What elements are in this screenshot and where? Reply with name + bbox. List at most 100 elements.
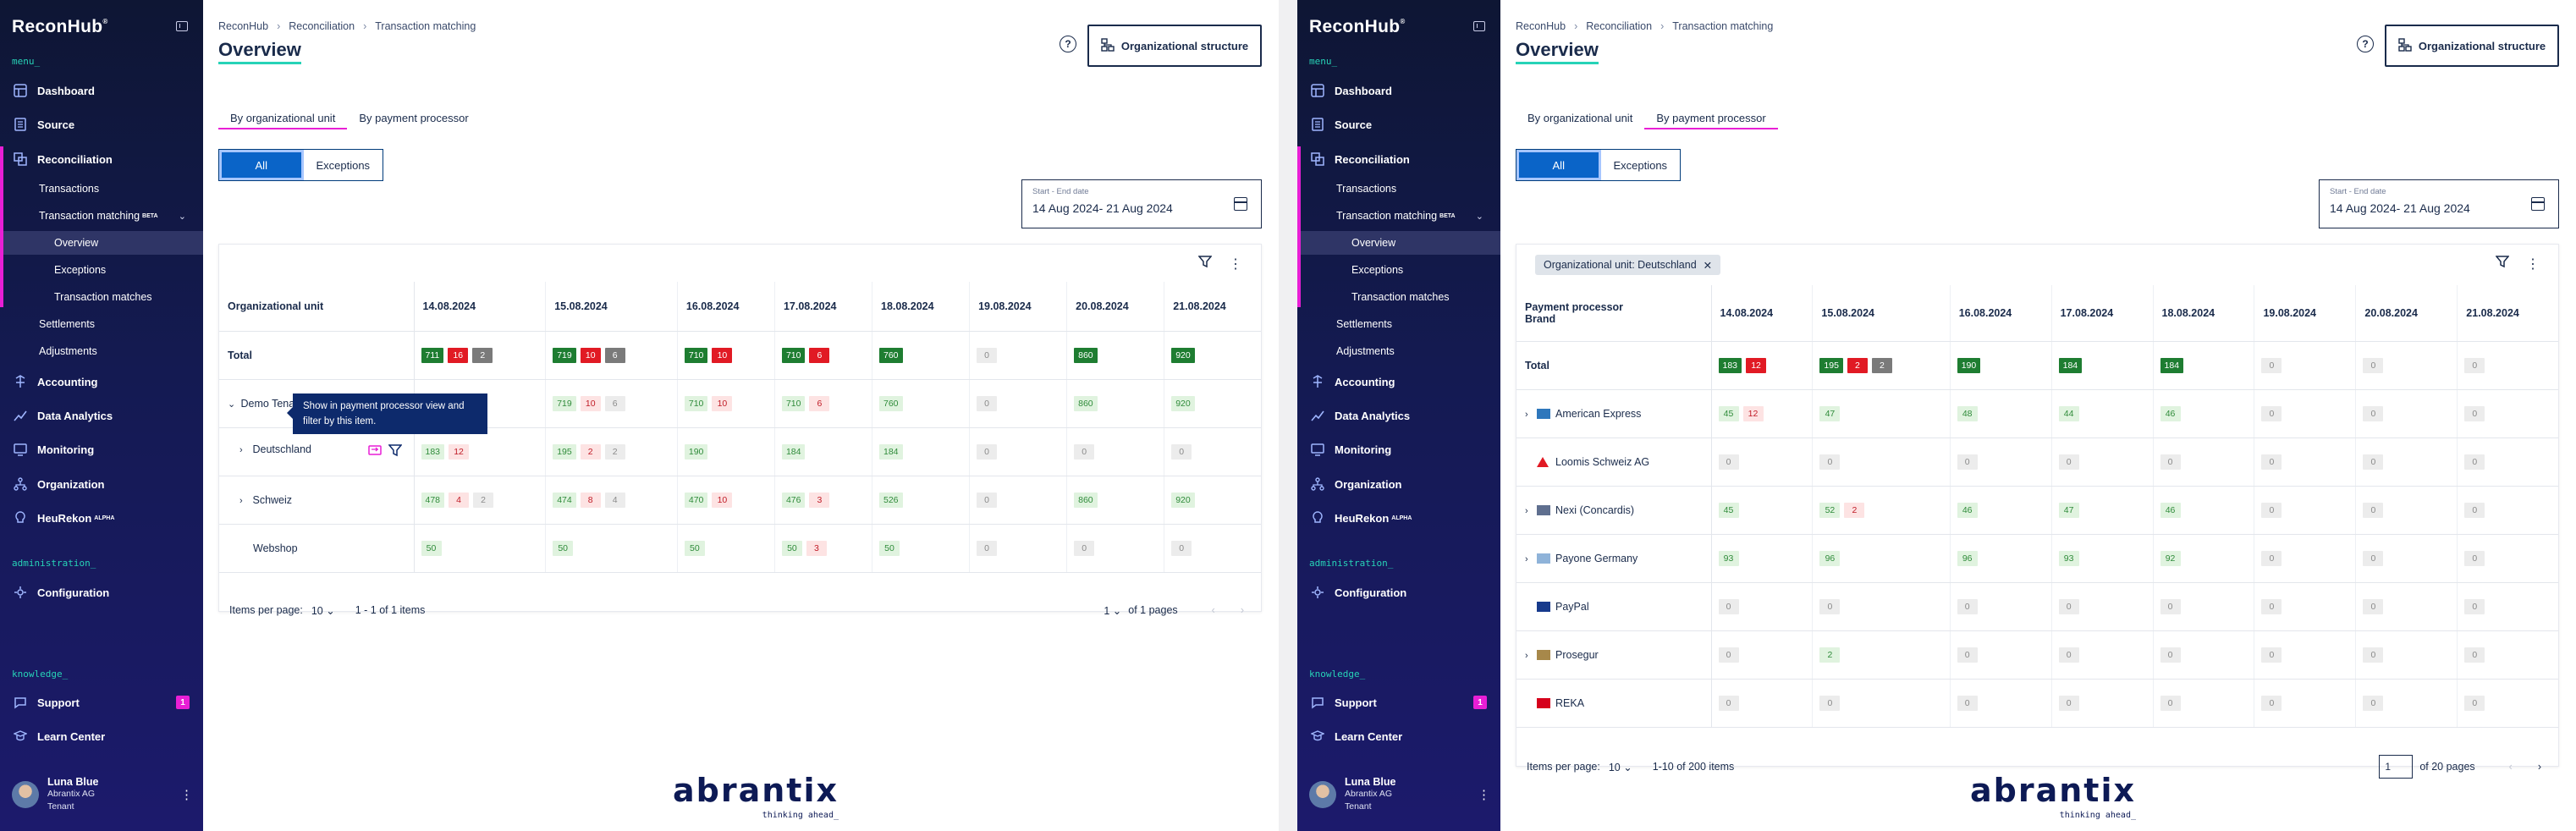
count-badge[interactable]: 710	[684, 347, 708, 363]
count-badge[interactable]: 0	[2261, 405, 2282, 421]
count-badge[interactable]: 2	[1819, 647, 1841, 663]
table-row[interactable]: REKA 0 0 0 0 0 0 0 0	[1516, 679, 2558, 728]
count-badge[interactable]: 12	[1746, 357, 1767, 373]
sidebar-item-exceptions[interactable]: Exceptions	[0, 258, 203, 282]
sidebar-item-accounting[interactable]: Accounting	[1297, 369, 1500, 394]
count-badge[interactable]: 93	[1718, 550, 1739, 566]
row-label[interactable]: Nexi (Concardis)	[1555, 504, 1635, 516]
count-badge[interactable]: 0	[1171, 443, 1192, 460]
sidebar-item-monitoring[interactable]: Monitoring	[1297, 437, 1500, 462]
table-row[interactable]: › Nexi (Concardis) 45 52 2 46 47 46 0 0 0	[1516, 486, 2558, 535]
count-badge[interactable]: 96	[1957, 550, 1978, 566]
sidebar-item-accounting[interactable]: Accounting	[0, 369, 203, 394]
sidebar-item-exceptions[interactable]: Exceptions	[1297, 258, 1500, 282]
count-badge[interactable]: 0	[1718, 695, 1739, 711]
sidebar-item-transactions[interactable]: Transactions	[1297, 177, 1500, 201]
count-badge[interactable]: 920	[1171, 395, 1195, 411]
filter-chip[interactable]: Organizational unit: Deutschland ✕	[1535, 255, 1721, 275]
count-badge[interactable]: 50	[553, 540, 574, 556]
tab-by-payment-processor[interactable]: By payment processor	[1644, 108, 1779, 129]
count-badge[interactable]: 44	[2058, 405, 2079, 421]
row-label[interactable]: Loomis Schweiz AG	[1555, 455, 1650, 468]
count-badge[interactable]: 0	[1074, 443, 1095, 460]
count-badge[interactable]: 478	[421, 492, 445, 508]
count-badge[interactable]: 0	[2464, 598, 2485, 614]
count-badge[interactable]: 48	[1957, 405, 1978, 421]
count-badge[interactable]: 47	[2058, 502, 2079, 518]
count-badge[interactable]: 46	[1957, 502, 1978, 518]
count-badge[interactable]: 0	[2160, 695, 2181, 711]
count-badge[interactable]: 2	[1844, 502, 1865, 518]
tab-by-organizational-unit[interactable]: By organizational unit	[218, 108, 348, 129]
count-badge[interactable]: 0	[2363, 454, 2384, 470]
count-badge[interactable]: 0	[2058, 647, 2079, 663]
count-badge[interactable]: 0	[2160, 647, 2181, 663]
page-select[interactable]: 1 ⌄	[1104, 604, 1122, 617]
calendar-icon[interactable]	[1234, 197, 1247, 211]
table-row[interactable]: Loomis Schweiz AG 0 0 0 0 0 0 0 0	[1516, 438, 2558, 487]
sidebar-item-reconciliation[interactable]: Reconciliation	[0, 146, 203, 172]
row-label[interactable]: Payone Germany	[1555, 552, 1638, 564]
count-badge[interactable]: 0	[2464, 405, 2485, 421]
count-badge[interactable]: 0	[2261, 695, 2282, 711]
count-badge[interactable]: 710	[781, 395, 806, 411]
count-badge[interactable]: 10	[712, 492, 733, 508]
count-badge[interactable]: 0	[2058, 695, 2079, 711]
sidebar-item-heurekon[interactable]: HeuRekon ALPHA	[1297, 505, 1500, 531]
count-badge[interactable]: 711	[421, 347, 444, 363]
count-badge[interactable]: 2	[473, 492, 494, 508]
count-badge[interactable]: 476	[781, 492, 806, 508]
collapse-sidebar-icon[interactable]	[176, 21, 188, 31]
sidebar-item-transaction-matching[interactable]: Transaction matching BETA ⌄	[0, 204, 203, 228]
sidebar-item-settlements[interactable]: Settlements	[0, 312, 203, 336]
items-per-page-select[interactable]: 10 ⌄	[311, 604, 335, 617]
count-badge[interactable]: 47	[1819, 405, 1841, 421]
count-badge[interactable]: 12	[449, 443, 470, 460]
count-badge[interactable]: 184	[781, 443, 806, 460]
sidebar-item-dashboard[interactable]: Dashboard	[0, 78, 203, 103]
breadcrumb-item[interactable]: Transaction matching	[1672, 20, 1774, 32]
sidebar-item-organization[interactable]: Organization	[1297, 471, 1500, 497]
count-badge[interactable]: 2	[580, 443, 601, 460]
table-row[interactable]: › Schweiz 478 4 2 474 8 4 470 10 476 3 526 0 860 920	[219, 476, 1261, 525]
count-badge[interactable]: 10	[712, 347, 733, 363]
sidebar-item-transaction-matching[interactable]: Transaction matching BETA ⌄	[1297, 204, 1500, 228]
count-badge[interactable]: 45	[1718, 405, 1739, 421]
count-badge[interactable]: 0	[1718, 647, 1739, 663]
sidebar-item-heurekon[interactable]: HeuRekon ALPHA	[0, 505, 203, 531]
sidebar-item-adjustments[interactable]: Adjustments	[1297, 339, 1500, 363]
count-badge[interactable]: 190	[684, 443, 708, 460]
count-badge[interactable]: 920	[1171, 347, 1195, 363]
count-badge[interactable]: 183	[1718, 357, 1742, 373]
count-badge[interactable]: 0	[2058, 454, 2079, 470]
count-badge[interactable]: 0	[2160, 598, 2181, 614]
table-row[interactable]: Total 183 12 195 2 2 190 184 184 0 0 0	[1516, 341, 2558, 390]
count-badge[interactable]: 4	[604, 492, 625, 508]
count-badge[interactable]: 0	[1718, 598, 1739, 614]
filter-icon[interactable]	[2495, 255, 2510, 272]
count-badge[interactable]: 0	[977, 492, 998, 508]
count-badge[interactable]: 6	[604, 395, 625, 411]
count-badge[interactable]: 0	[2261, 550, 2282, 566]
breadcrumb-item[interactable]: Transaction matching	[375, 20, 476, 32]
sidebar-item-data-analytics[interactable]: Data Analytics	[1297, 403, 1500, 428]
count-badge[interactable]: 0	[2363, 695, 2384, 711]
chevron-right-icon[interactable]: ›	[1525, 409, 1528, 420]
table-row[interactable]: › Prosegur 0 2 0 0 0 0 0 0	[1516, 630, 2558, 680]
prev-page-icon[interactable]: ‹	[2508, 761, 2513, 773]
date-range-picker[interactable]: Start - End date 14 Aug 2024- 21 Aug 2024	[2319, 179, 2559, 228]
table-row[interactable]: Webshop 50 50 50 50 3 50 0 0 0	[219, 524, 1261, 573]
count-badge[interactable]: 719	[553, 347, 576, 363]
count-badge[interactable]: 8	[580, 492, 601, 508]
count-badge[interactable]: 0	[1957, 695, 1978, 711]
tab-by-organizational-unit[interactable]: By organizational unit	[1527, 112, 1633, 124]
count-badge[interactable]: 2	[1871, 357, 1892, 373]
sidebar-item-transaction-matches[interactable]: Transaction matches	[1297, 285, 1500, 309]
count-badge[interactable]: 0	[2261, 454, 2282, 470]
exceptions-toggle[interactable]: Exceptions	[1613, 158, 1668, 172]
all-toggle[interactable]: All	[1516, 150, 1601, 180]
count-badge[interactable]: 710	[781, 347, 806, 363]
count-badge[interactable]: 0	[1819, 695, 1841, 711]
count-badge[interactable]: 3	[806, 540, 827, 556]
count-badge[interactable]: 50	[879, 540, 900, 556]
